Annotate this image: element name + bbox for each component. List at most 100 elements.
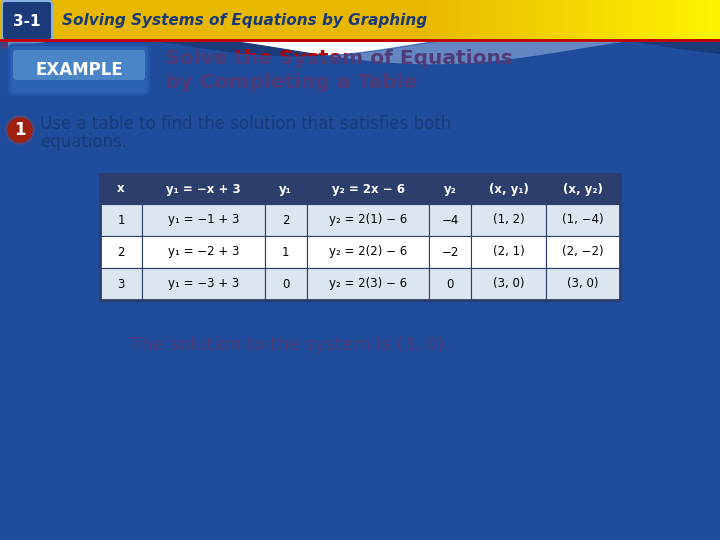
Bar (455, 0, 456, 40)
Bar (420, 0, 421, 40)
Bar (0, 39, 720, 40)
Bar (712, 40, 720, 502)
Bar (484, 0, 485, 40)
Bar (713, 0, 714, 38)
Bar (698, 0, 699, 38)
Bar (667, 0, 668, 38)
Bar (641, 0, 642, 40)
Bar (538, 0, 539, 38)
Bar (622, 0, 623, 38)
Bar (0, 39, 720, 40)
Bar (546, 204, 620, 236)
Bar (587, 0, 588, 40)
Bar (556, 0, 557, 40)
Bar (429, 268, 472, 300)
Bar (650, 0, 651, 38)
Bar (541, 0, 542, 40)
Bar (637, 0, 638, 38)
Bar (453, 0, 454, 40)
Bar (0, 39, 720, 40)
Bar (660, 0, 661, 38)
Bar (704, 0, 705, 38)
Bar (701, 0, 702, 40)
Bar (511, 0, 512, 40)
Bar (489, 0, 490, 40)
Bar (584, 0, 585, 40)
Bar (592, 0, 593, 40)
Bar (0, 39, 720, 40)
Bar (617, 0, 618, 40)
Bar (718, 0, 719, 40)
Bar (0, 39, 720, 40)
Bar (544, 0, 545, 38)
Bar (641, 0, 642, 38)
Bar (142, 204, 265, 236)
Bar (602, 0, 603, 38)
Bar (557, 0, 558, 38)
Bar (532, 0, 533, 40)
Bar (646, 0, 647, 40)
Bar (471, 0, 472, 40)
Bar (712, 40, 720, 502)
Bar (691, 0, 692, 38)
Bar (557, 0, 558, 40)
Bar (614, 0, 615, 38)
Bar (607, 0, 608, 40)
Bar (0, 39, 720, 40)
Bar (0, 39, 720, 40)
Bar (639, 0, 640, 38)
Bar (546, 0, 547, 38)
Bar (683, 0, 684, 38)
Bar (604, 0, 605, 38)
Bar (503, 0, 504, 40)
Bar (650, 0, 651, 40)
Bar (576, 0, 577, 38)
Bar (513, 0, 514, 40)
Bar (265, 268, 307, 300)
Bar (481, 0, 482, 40)
Bar (445, 0, 446, 40)
Bar (427, 0, 428, 40)
Bar (679, 0, 680, 38)
Bar (694, 0, 695, 38)
Text: Chapter
RESOURCES: Chapter RESOURCES (468, 20, 522, 40)
Bar (0, 39, 720, 40)
Bar (436, 0, 437, 40)
Text: (2, 1): (2, 1) (492, 246, 524, 259)
Bar (0, 0, 720, 40)
Bar (596, 0, 597, 40)
Bar (0, 40, 720, 502)
Bar (713, 0, 714, 40)
Bar (663, 0, 664, 38)
Bar (710, 0, 711, 38)
Bar (0, 39, 720, 40)
Bar (567, 0, 568, 38)
Bar (636, 0, 637, 40)
Bar (640, 0, 641, 38)
Bar (429, 174, 472, 204)
Bar (629, 0, 630, 40)
Bar (709, 0, 710, 38)
Bar (697, 0, 698, 38)
Bar (698, 0, 699, 40)
Bar (681, 0, 682, 38)
Bar (596, 0, 597, 38)
Bar (443, 0, 444, 40)
Bar (472, 0, 473, 40)
Bar (532, 0, 533, 38)
Bar (717, 0, 718, 40)
Bar (546, 0, 547, 40)
Bar (623, 0, 624, 38)
Bar (692, 0, 693, 40)
Bar (675, 0, 676, 40)
Bar (708, 0, 709, 38)
Bar (542, 0, 543, 40)
Bar (0, 39, 720, 40)
Text: y₁ = −x + 3: y₁ = −x + 3 (166, 183, 240, 195)
Bar (682, 0, 683, 40)
Bar (661, 0, 662, 40)
Bar (603, 0, 604, 38)
Bar (0, 39, 720, 40)
Bar (609, 0, 610, 40)
Bar (659, 0, 660, 38)
